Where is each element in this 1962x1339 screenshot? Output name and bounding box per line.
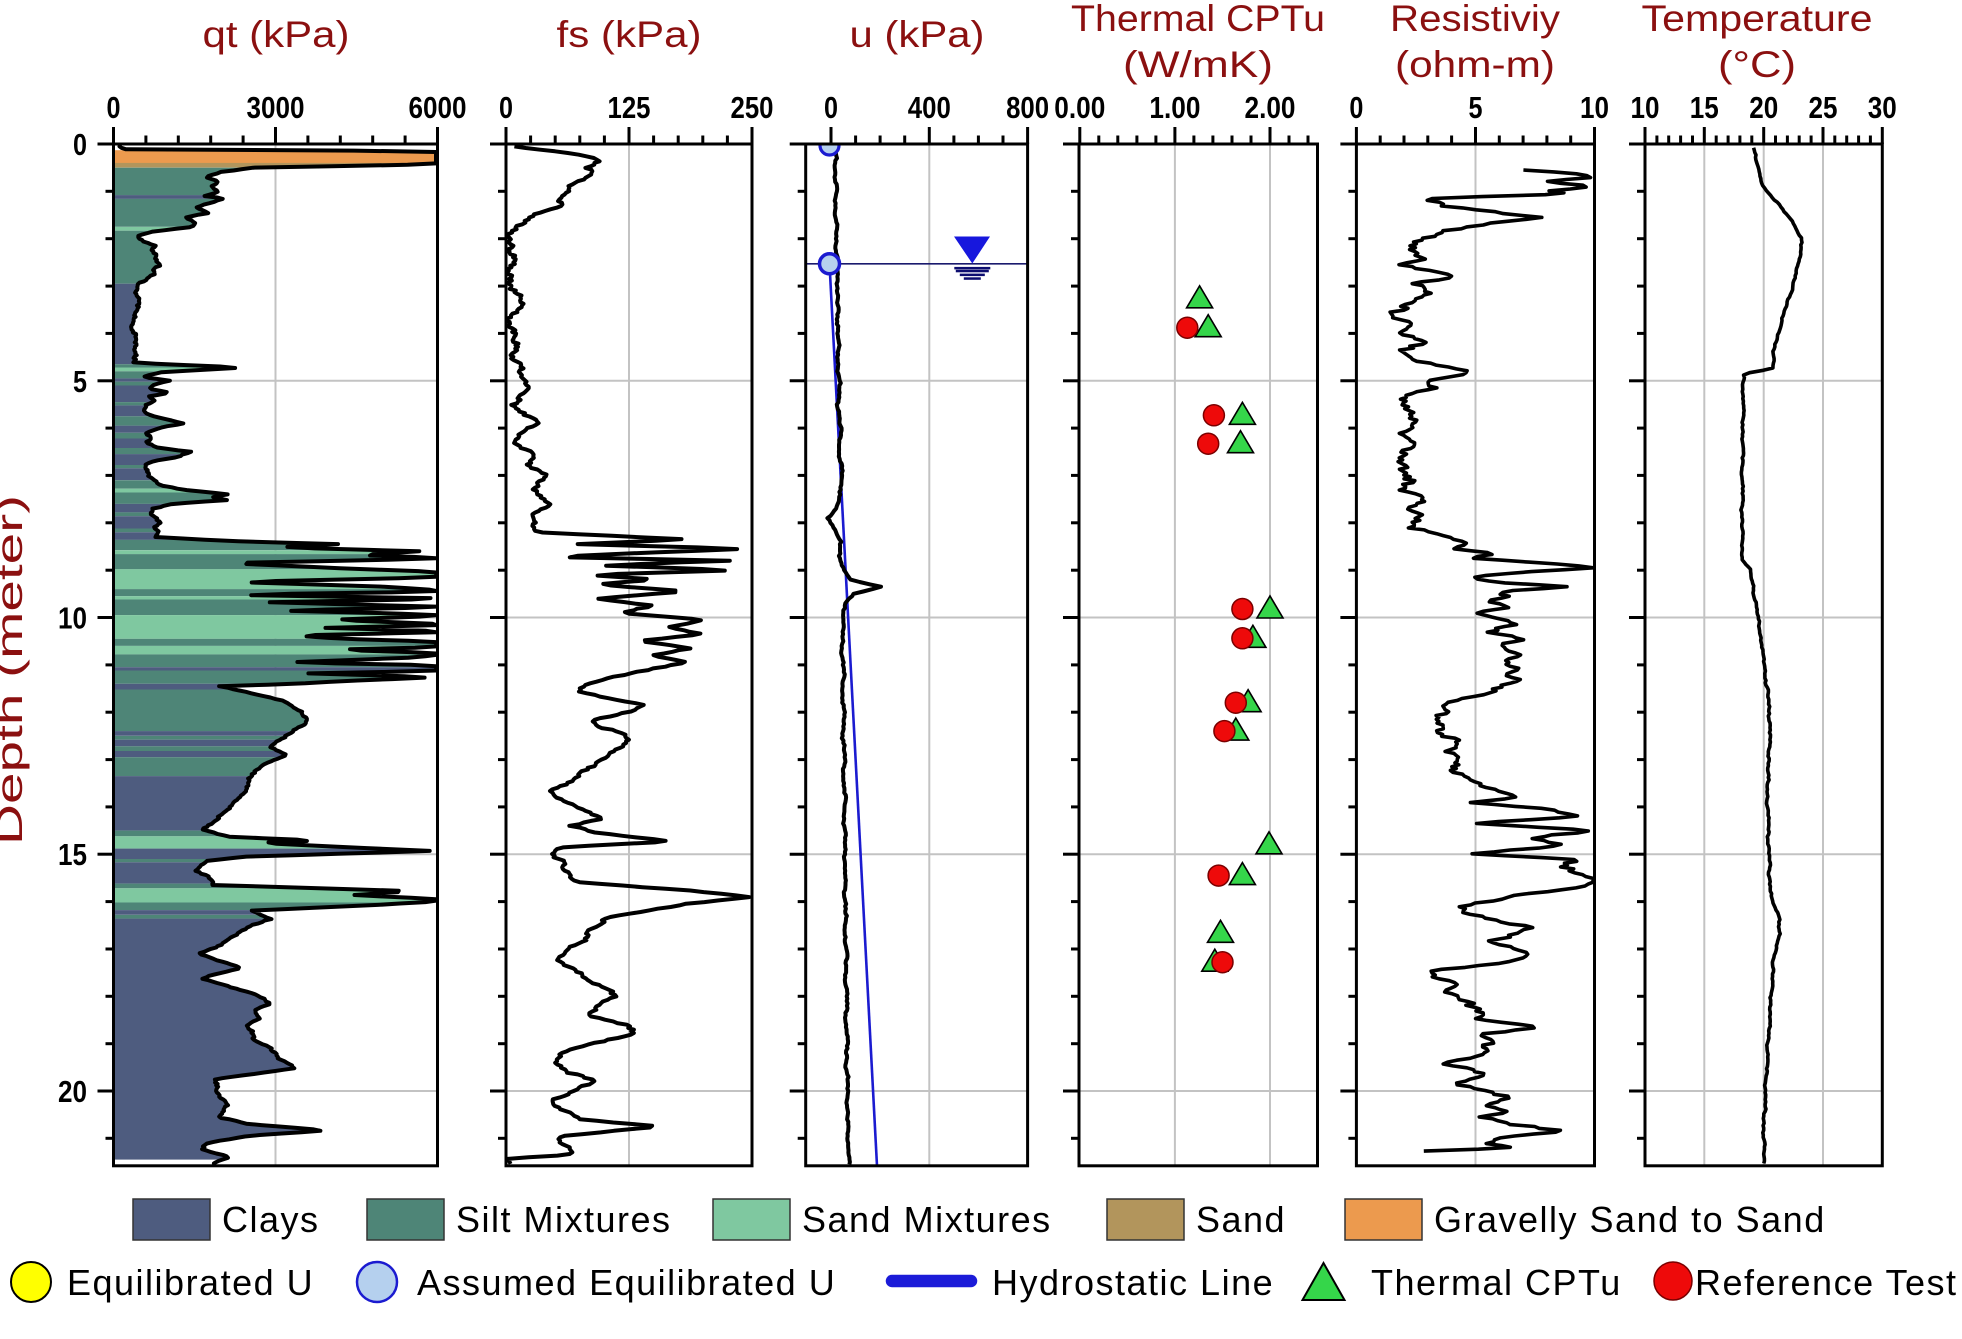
svg-text:Thermal CPTu: Thermal CPTu — [1071, 0, 1325, 39]
svg-text:0: 0 — [824, 90, 838, 125]
svg-text:30: 30 — [1868, 90, 1897, 125]
svg-text:25: 25 — [1809, 90, 1838, 125]
svg-text:15: 15 — [58, 837, 87, 872]
svg-text:250: 250 — [731, 90, 774, 125]
svg-text:Assumed Equilibrated U: Assumed Equilibrated U — [417, 1262, 836, 1303]
svg-text:1.00: 1.00 — [1149, 90, 1200, 125]
svg-text:125: 125 — [608, 90, 651, 125]
svg-text:3000: 3000 — [247, 90, 305, 125]
svg-text:Reference Test: Reference Test — [1695, 1262, 1957, 1303]
svg-text:fs (kPa): fs (kPa) — [557, 14, 702, 55]
svg-text:0.00: 0.00 — [1054, 90, 1105, 125]
svg-text:15: 15 — [1690, 90, 1719, 125]
svg-text:0: 0 — [499, 90, 513, 125]
svg-text:Silt Mixtures: Silt Mixtures — [456, 1199, 672, 1240]
svg-text:u (kPa): u (kPa) — [850, 14, 985, 55]
svg-text:qt (kPa): qt (kPa) — [203, 14, 350, 55]
svg-text:400: 400 — [908, 90, 951, 125]
svg-text:800: 800 — [1006, 90, 1049, 125]
svg-text:Sand Mixtures: Sand Mixtures — [802, 1199, 1052, 1240]
svg-text:Equilibrated U: Equilibrated U — [67, 1262, 314, 1303]
svg-text:(W/mK): (W/mK) — [1123, 44, 1273, 85]
svg-text:Resistiviy: Resistiviy — [1390, 0, 1561, 39]
svg-text:Depth (meter): Depth (meter) — [0, 495, 30, 845]
svg-text:(°C): (°C) — [1718, 44, 1796, 85]
svg-text:Gravelly Sand to Sand: Gravelly Sand to Sand — [1434, 1199, 1826, 1240]
svg-text:0: 0 — [1349, 90, 1363, 125]
svg-text:Clays: Clays — [222, 1199, 320, 1240]
svg-text:Temperature: Temperature — [1642, 0, 1873, 39]
svg-text:5: 5 — [73, 364, 87, 399]
svg-text:10: 10 — [1580, 90, 1609, 125]
svg-text:0: 0 — [73, 127, 87, 162]
svg-text:2.00: 2.00 — [1245, 90, 1296, 125]
svg-text:6000: 6000 — [409, 90, 467, 125]
svg-text:Thermal CPTu: Thermal CPTu — [1371, 1262, 1622, 1303]
svg-text:10: 10 — [58, 601, 87, 636]
svg-text:(ohm-m): (ohm-m) — [1395, 44, 1555, 85]
svg-text:5: 5 — [1469, 90, 1483, 125]
svg-text:0: 0 — [107, 90, 121, 125]
svg-text:Hydrostatic Line: Hydrostatic Line — [992, 1262, 1274, 1303]
svg-text:20: 20 — [58, 1074, 87, 1109]
svg-text:10: 10 — [1631, 90, 1660, 125]
svg-text:20: 20 — [1749, 90, 1778, 125]
svg-text:Sand: Sand — [1196, 1199, 1286, 1240]
